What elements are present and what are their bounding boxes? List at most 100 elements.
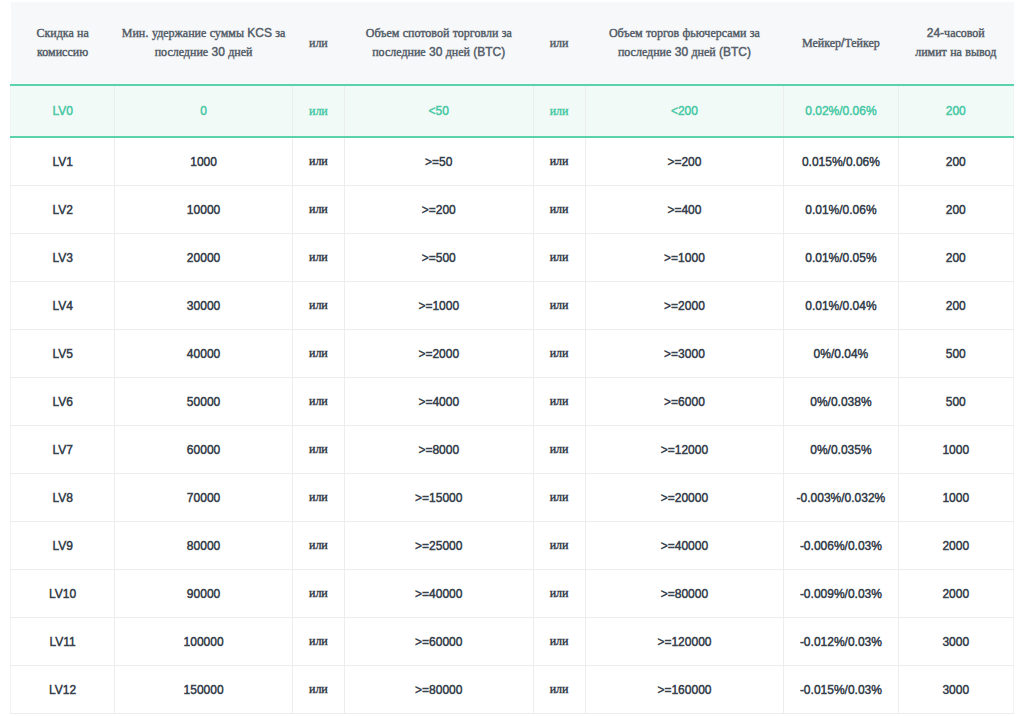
cell-kcs-holding: 20000 xyxy=(115,234,293,282)
cell-maker-taker: -0.015%/0.03% xyxy=(784,666,898,714)
cell-or-1: или xyxy=(292,282,344,330)
cell-withdrawal-limit: 200 xyxy=(898,282,1013,330)
column-header-level: Скидка на комиссию xyxy=(11,2,115,85)
cell-kcs-holding: 0 xyxy=(115,85,293,137)
cell-level: LV5 xyxy=(11,330,115,378)
table-row-lv2: LV210000или>=200или>=4000.01%/0.06%200 xyxy=(11,186,1014,234)
cell-futures-volume: >=1000 xyxy=(585,234,784,282)
cell-maker-taker: 0.015%/0.06% xyxy=(784,137,898,186)
cell-level: LV4 xyxy=(11,282,115,330)
cell-futures-volume: >=2000 xyxy=(585,282,784,330)
cell-maker-taker: -0.003%/0.032% xyxy=(784,474,898,522)
cell-or-2: или xyxy=(533,378,585,426)
cell-spot-volume: >=1000 xyxy=(344,282,533,330)
cell-spot-volume: <50 xyxy=(344,85,533,137)
cell-withdrawal-limit: 500 xyxy=(898,378,1013,426)
column-header-or-2: или xyxy=(533,2,585,85)
column-header-or-1: или xyxy=(292,2,344,85)
column-header-label: 24-часовой лимит на вывод xyxy=(914,24,998,61)
table-row-lv8: LV870000или>=15000или>=20000-0.003%/0.03… xyxy=(11,474,1014,522)
cell-level: LV12 xyxy=(11,666,115,714)
table-body: LV00или<50или<2000.02%/0.06%200LV11000ил… xyxy=(11,85,1014,714)
cell-or-1: или xyxy=(292,570,344,618)
table-row-lv12: LV12150000или>=80000или>=160000-0.015%/0… xyxy=(11,666,1014,714)
cell-futures-volume: >=40000 xyxy=(585,522,784,570)
cell-withdrawal-limit: 1000 xyxy=(898,474,1013,522)
cell-or-2: или xyxy=(533,618,585,666)
table-row-lv6: LV650000или>=4000или>=60000%/0.038%500 xyxy=(11,378,1014,426)
cell-or-2: или xyxy=(533,570,585,618)
cell-level: LV3 xyxy=(11,234,115,282)
cell-futures-volume: >=120000 xyxy=(585,618,784,666)
column-header-label: Объем торгов фьючерсами за последние 30 … xyxy=(591,24,777,61)
cell-kcs-holding: 90000 xyxy=(115,570,293,618)
cell-or-2: или xyxy=(533,234,585,282)
cell-futures-volume: >=6000 xyxy=(585,378,784,426)
cell-withdrawal-limit: 1000 xyxy=(898,426,1013,474)
cell-kcs-holding: 150000 xyxy=(115,666,293,714)
cell-level: LV7 xyxy=(11,426,115,474)
cell-withdrawal-limit: 200 xyxy=(898,137,1013,186)
cell-or-2: или xyxy=(533,282,585,330)
header-row: Скидка на комиссиюМин. удержание суммы K… xyxy=(11,2,1014,85)
cell-or-2: или xyxy=(533,426,585,474)
cell-or-1: или xyxy=(292,474,344,522)
cell-or-1: или xyxy=(292,234,344,282)
column-header-label: Скидка на комиссию xyxy=(20,24,106,61)
cell-kcs-holding: 1000 xyxy=(115,137,293,186)
cell-spot-volume: >=60000 xyxy=(344,618,533,666)
cell-maker-taker: 0%/0.038% xyxy=(784,378,898,426)
cell-maker-taker: -0.012%/0.03% xyxy=(784,618,898,666)
column-header-label: или xyxy=(298,34,338,53)
cell-withdrawal-limit: 200 xyxy=(898,85,1013,137)
cell-or-1: или xyxy=(292,522,344,570)
cell-level: LV11 xyxy=(11,618,115,666)
cell-futures-volume: >=20000 xyxy=(585,474,784,522)
cell-futures-volume: >=160000 xyxy=(585,666,784,714)
cell-withdrawal-limit: 200 xyxy=(898,186,1013,234)
cell-withdrawal-limit: 200 xyxy=(898,234,1013,282)
cell-or-2: или xyxy=(533,137,585,186)
cell-spot-volume: >=200 xyxy=(344,186,533,234)
cell-level: LV2 xyxy=(11,186,115,234)
cell-level: LV6 xyxy=(11,378,115,426)
cell-withdrawal-limit: 500 xyxy=(898,330,1013,378)
column-header-withdrawal-limit: 24-часовой лимит на вывод xyxy=(898,2,1013,85)
table-row-lv0: LV00или<50или<2000.02%/0.06%200 xyxy=(11,85,1014,137)
cell-level: LV9 xyxy=(11,522,115,570)
cell-or-1: или xyxy=(292,618,344,666)
cell-or-2: или xyxy=(533,522,585,570)
cell-kcs-holding: 60000 xyxy=(115,426,293,474)
cell-maker-taker: 0%/0.035% xyxy=(784,426,898,474)
cell-kcs-holding: 70000 xyxy=(115,474,293,522)
cell-kcs-holding: 100000 xyxy=(115,618,293,666)
cell-kcs-holding: 30000 xyxy=(115,282,293,330)
cell-level: LV0 xyxy=(11,85,115,137)
cell-or-2: или xyxy=(533,85,585,137)
table-row-lv9: LV980000или>=25000или>=40000-0.006%/0.03… xyxy=(11,522,1014,570)
table-row-lv5: LV540000или>=2000или>=30000%/0.04%500 xyxy=(11,330,1014,378)
column-header-label: Мейкер/Тейкер xyxy=(790,34,892,53)
cell-maker-taker: 0.01%/0.06% xyxy=(784,186,898,234)
cell-or-2: или xyxy=(533,666,585,714)
fee-levels-table: Скидка на комиссиюМин. удержание суммы K… xyxy=(10,2,1014,714)
cell-or-1: или xyxy=(292,330,344,378)
fee-levels-section: Скидка на комиссиюМин. удержание суммы K… xyxy=(10,2,1014,714)
cell-spot-volume: >=4000 xyxy=(344,378,533,426)
cell-withdrawal-limit: 2000 xyxy=(898,570,1013,618)
cell-or-1: или xyxy=(292,378,344,426)
cell-level: LV10 xyxy=(11,570,115,618)
cell-futures-volume: >=80000 xyxy=(585,570,784,618)
cell-spot-volume: >=80000 xyxy=(344,666,533,714)
cell-level: LV8 xyxy=(11,474,115,522)
cell-spot-volume: >=15000 xyxy=(344,474,533,522)
cell-futures-volume: >=200 xyxy=(585,137,784,186)
table-row-lv10: LV1090000или>=40000или>=80000-0.009%/0.0… xyxy=(11,570,1014,618)
cell-level: LV1 xyxy=(11,137,115,186)
column-header-label: или xyxy=(539,34,579,53)
table-header: Скидка на комиссиюМин. удержание суммы K… xyxy=(11,2,1014,85)
column-header-kcs-holding: Мин. удержание суммы KCS за последние 30… xyxy=(115,2,293,85)
cell-withdrawal-limit: 2000 xyxy=(898,522,1013,570)
cell-or-1: или xyxy=(292,186,344,234)
cell-kcs-holding: 40000 xyxy=(115,330,293,378)
